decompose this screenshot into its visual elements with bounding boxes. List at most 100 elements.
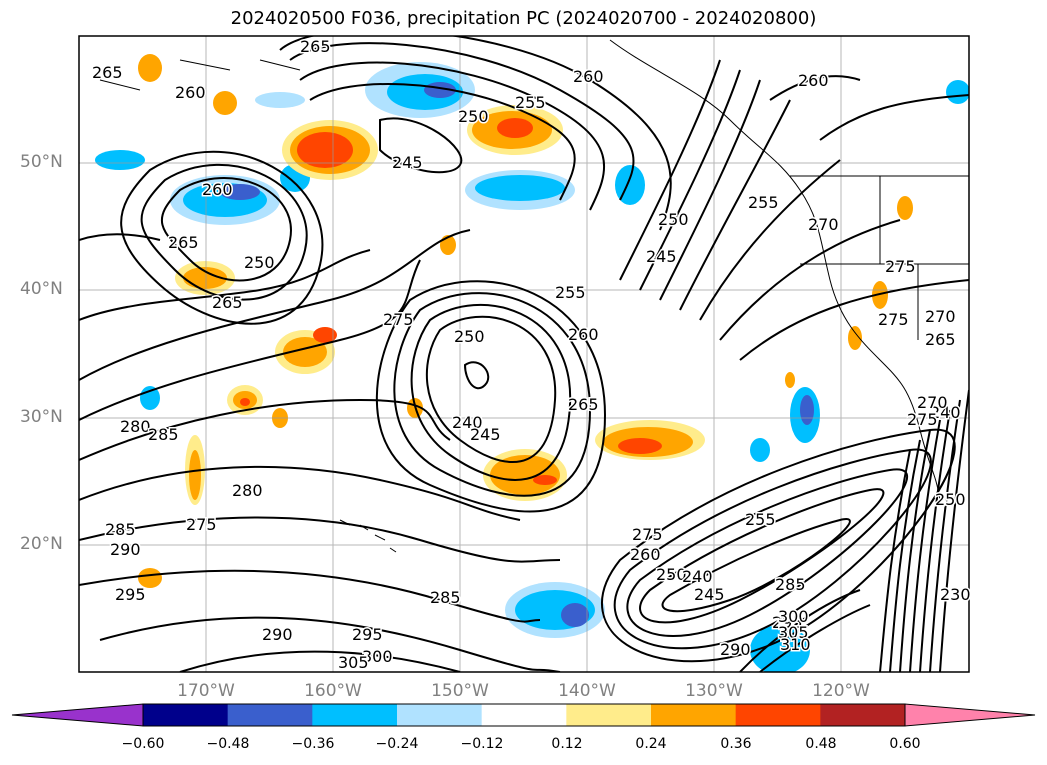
contour-label: 255 (745, 510, 776, 529)
contour-label: 285 (775, 575, 806, 594)
colorbar-tick: −0.12 (460, 736, 504, 752)
contour-label: 255 (748, 193, 779, 212)
neg-area (140, 386, 160, 410)
pos-area (283, 337, 327, 367)
colorbar-tick: 0.12 (551, 736, 583, 752)
pos-area (213, 91, 237, 115)
colorbar-tick: 0.36 (720, 736, 752, 752)
colorbar-cell (143, 704, 229, 726)
lat-label-30n: 30°N (20, 407, 63, 427)
coastline-layer (99, 39, 969, 553)
colorbar-tick: −0.60 (121, 736, 165, 752)
contour-label: 300 (778, 607, 809, 626)
lon-label-160w: 160°W (304, 681, 362, 701)
lat-label-40n: 40°N (20, 279, 63, 299)
colorbar-tick: 0.24 (635, 736, 667, 752)
contour-label: 275 (878, 310, 909, 329)
neg-area (750, 625, 810, 672)
pos-area (848, 326, 862, 350)
colorbar-cell (820, 704, 906, 726)
colorbar-cell (397, 704, 483, 726)
colorbar-cell (227, 704, 313, 726)
contour-label: 260 (202, 180, 233, 199)
contour-label: 295 (772, 613, 803, 632)
contour-label: 250 (454, 327, 485, 346)
neg-area (255, 92, 305, 108)
contour-label: 270 (925, 307, 956, 326)
colorbar-tick: −0.24 (375, 736, 419, 752)
neg-area (475, 175, 565, 201)
contour-label: 295 (352, 625, 383, 644)
contour-label: 250 (244, 253, 275, 272)
colorbar-tick: 0.60 (889, 736, 921, 752)
lon-label-150w: 150°W (431, 681, 489, 701)
pos-area (497, 118, 533, 138)
contour-label: 240 (930, 403, 961, 422)
colorbar-tick: −0.36 (291, 736, 335, 752)
contour-label: 245 (392, 153, 423, 172)
contour-label: 245 (694, 585, 725, 604)
contour-label: 245 (470, 425, 501, 444)
contour-label: 310 (780, 635, 811, 654)
contour-label: 255 (555, 283, 586, 302)
lon-label-120w: 120°W (812, 681, 870, 701)
contour-label: 265 (92, 63, 123, 82)
pos-area (313, 327, 337, 343)
contour-label: 275 (907, 410, 938, 429)
colorbar-tick: 0.48 (805, 736, 837, 752)
contour-label: 260 (568, 325, 599, 344)
neg-area (800, 395, 814, 425)
pos-area (490, 455, 560, 495)
contour-label: 245 (646, 247, 677, 266)
contour-label: 250 (658, 210, 689, 229)
pos-area (183, 267, 227, 289)
contour-label: 285 (148, 425, 179, 444)
pos-area (872, 281, 888, 309)
pos-area (618, 438, 662, 454)
map-frame (78, 35, 970, 673)
pos-area (138, 568, 162, 588)
colorbar (11, 703, 1036, 727)
contour-label: 300 (362, 647, 393, 666)
contour-label: 290 (262, 625, 293, 644)
pos-area (533, 475, 557, 485)
contour-label: 250 (656, 565, 687, 584)
contour-label: 265 (212, 293, 243, 312)
colorbar-tick: −0.48 (206, 736, 250, 752)
contour-label: 270 (917, 393, 948, 412)
neg-area (220, 184, 260, 200)
pos-area (240, 398, 250, 406)
contour-label: 265 (925, 330, 956, 349)
contour-label: 265 (300, 37, 331, 56)
shading-layer (95, 54, 969, 672)
contour-label: 265 (168, 233, 199, 252)
contour-label: 250 (458, 107, 489, 126)
pos-area (189, 450, 201, 500)
contour-labels: 265 260 265 250 255 260 260 245 260 255 250 265 265 2… (91, 36, 973, 674)
colorbar-cell (566, 704, 652, 726)
colorbar-cell (312, 704, 398, 726)
contour-label: 250 (935, 490, 966, 509)
lon-label-170w: 170°W (177, 681, 235, 701)
contour-label: 290 (110, 540, 141, 559)
lat-label-20n: 20°N (20, 534, 63, 554)
contour-label: 260 (175, 83, 206, 102)
contour-label: 290 (720, 640, 751, 659)
colorbar-cell (481, 704, 567, 726)
contour-label: 275 (885, 257, 916, 276)
colorbar-cell (735, 704, 821, 726)
contour-label: 280 (120, 417, 151, 436)
pos-area (138, 54, 162, 82)
contour-label: 255 (515, 93, 546, 112)
contour-label: 285 (105, 520, 136, 539)
contour-label: 285 (430, 588, 461, 607)
contour-label: 275 (632, 525, 663, 544)
neg-area (946, 80, 969, 104)
contour-label: 260 (573, 67, 604, 86)
chart-title: 2024020500 F036, precipitation PC (20240… (230, 8, 817, 29)
contour-label: 275 (186, 515, 217, 534)
colorbar-cell (651, 704, 737, 726)
pos-area (297, 132, 353, 168)
lon-label-130w: 130°W (685, 681, 743, 701)
